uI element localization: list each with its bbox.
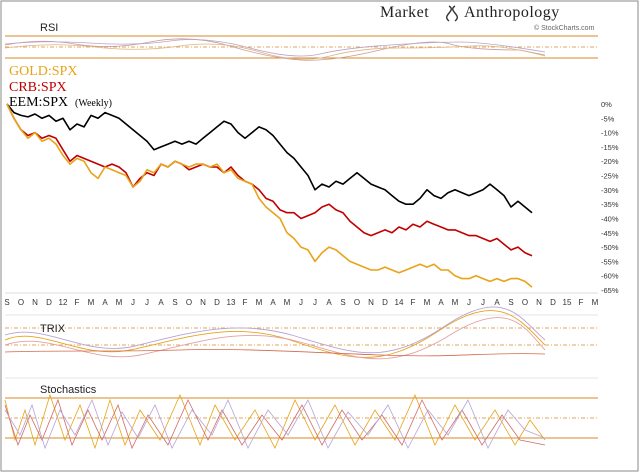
x-tick-label: A bbox=[326, 298, 332, 307]
y-tick-label: -5% bbox=[601, 114, 615, 123]
x-tick-label: M bbox=[424, 298, 431, 307]
y-tick-label: -50% bbox=[601, 243, 619, 252]
x-tick-label: D bbox=[214, 298, 220, 307]
x-tick-label: J bbox=[313, 298, 317, 307]
x-tick-label: M bbox=[592, 298, 599, 307]
x-tick-label: A bbox=[102, 298, 108, 307]
legend-eem-suffix: (Weekly) bbox=[75, 98, 112, 109]
y-tick-label: -65% bbox=[601, 286, 619, 295]
x-tick-label: N bbox=[32, 298, 38, 307]
rsi-label: RSI bbox=[40, 22, 58, 34]
x-tick-label: F bbox=[75, 298, 80, 307]
x-tick-label: A bbox=[494, 298, 500, 307]
x-tick-label: J bbox=[481, 298, 485, 307]
x-tick-label: F bbox=[411, 298, 416, 307]
x-tick-label: A bbox=[270, 298, 276, 307]
x-tick-label: N bbox=[200, 298, 206, 307]
trix-label: TRIX bbox=[40, 323, 66, 335]
x-tick-label: M bbox=[284, 298, 291, 307]
x-tick-label: 14 bbox=[395, 298, 404, 307]
x-tick-label: N bbox=[368, 298, 374, 307]
x-tick-label: A bbox=[438, 298, 444, 307]
eem-spx-line bbox=[6, 103, 533, 214]
y-tick-label: -10% bbox=[601, 129, 619, 138]
y-tick-label: -35% bbox=[601, 200, 619, 209]
brand-subtitle: © StockCharts.com bbox=[534, 24, 595, 32]
legend-crb: CRB:SPX bbox=[9, 80, 67, 95]
x-tick-label: M bbox=[88, 298, 95, 307]
x-tick-label: S bbox=[508, 298, 513, 307]
x-tick-label: O bbox=[18, 298, 24, 307]
x-tick-label: D bbox=[550, 298, 556, 307]
x-tick-label: O bbox=[186, 298, 192, 307]
y-tick-label: -60% bbox=[601, 272, 619, 281]
y-tick-label: -55% bbox=[601, 257, 619, 266]
x-tick-label: M bbox=[116, 298, 123, 307]
y-tick-label: -40% bbox=[601, 214, 619, 223]
x-tick-label: A bbox=[158, 298, 164, 307]
dna-logo-icon bbox=[446, 5, 458, 22]
x-tick-label: O bbox=[522, 298, 528, 307]
x-tick-label: S bbox=[4, 298, 9, 307]
x-tick-label: 13 bbox=[227, 298, 236, 307]
y-axis: 0% -5% -10% -15% -20% -25% -30% -35% -40% -45% -50… bbox=[601, 100, 619, 295]
x-tick-label: 15 bbox=[563, 298, 572, 307]
x-tick-label: M bbox=[256, 298, 263, 307]
series-lines bbox=[6, 103, 533, 288]
legend-eem: EEM:SPX bbox=[9, 95, 68, 110]
x-tick-label: J bbox=[131, 298, 135, 307]
trix-panel: TRIX bbox=[4, 306, 598, 379]
gold-spx-line bbox=[6, 103, 533, 288]
main-plot: 0% -5% -10% -15% -20% -25% -30% -35% -40% -45% -50… bbox=[6, 100, 619, 295]
y-tick-label: -30% bbox=[601, 186, 619, 195]
y-tick-label: 0% bbox=[601, 100, 612, 109]
x-tick-label: J bbox=[299, 298, 303, 307]
x-tick-label: S bbox=[340, 298, 345, 307]
brand-title-left: Market bbox=[380, 4, 429, 21]
x-axis: S O N D 12 F M A M J J A S O N D 13 F M A M J J A S O N D 14 F M A M J J A S… bbox=[4, 298, 598, 307]
x-tick-label: J bbox=[145, 298, 149, 307]
x-tick-label: N bbox=[536, 298, 542, 307]
y-tick-label: -45% bbox=[601, 229, 619, 238]
x-tick-label: M bbox=[452, 298, 459, 307]
y-tick-label: -20% bbox=[601, 157, 619, 166]
x-tick-label: O bbox=[354, 298, 360, 307]
brand-title-right: Anthropology bbox=[464, 4, 560, 21]
stochastics-label: Stochastics bbox=[40, 384, 97, 396]
x-tick-label: D bbox=[46, 298, 52, 307]
crb-spx-line bbox=[6, 103, 533, 257]
x-tick-label: J bbox=[467, 298, 471, 307]
x-tick-label: D bbox=[382, 298, 388, 307]
x-tick-label: F bbox=[579, 298, 584, 307]
x-tick-label: 12 bbox=[59, 298, 68, 307]
legend-gold: GOLD:SPX bbox=[9, 64, 77, 79]
y-tick-label: -25% bbox=[601, 172, 619, 181]
x-tick-label: S bbox=[172, 298, 177, 307]
stochastics-panel: Stochastics bbox=[4, 384, 598, 450]
x-tick-label: F bbox=[243, 298, 248, 307]
y-tick-label: -15% bbox=[601, 143, 619, 152]
rsi-panel: RSI bbox=[4, 22, 598, 61]
